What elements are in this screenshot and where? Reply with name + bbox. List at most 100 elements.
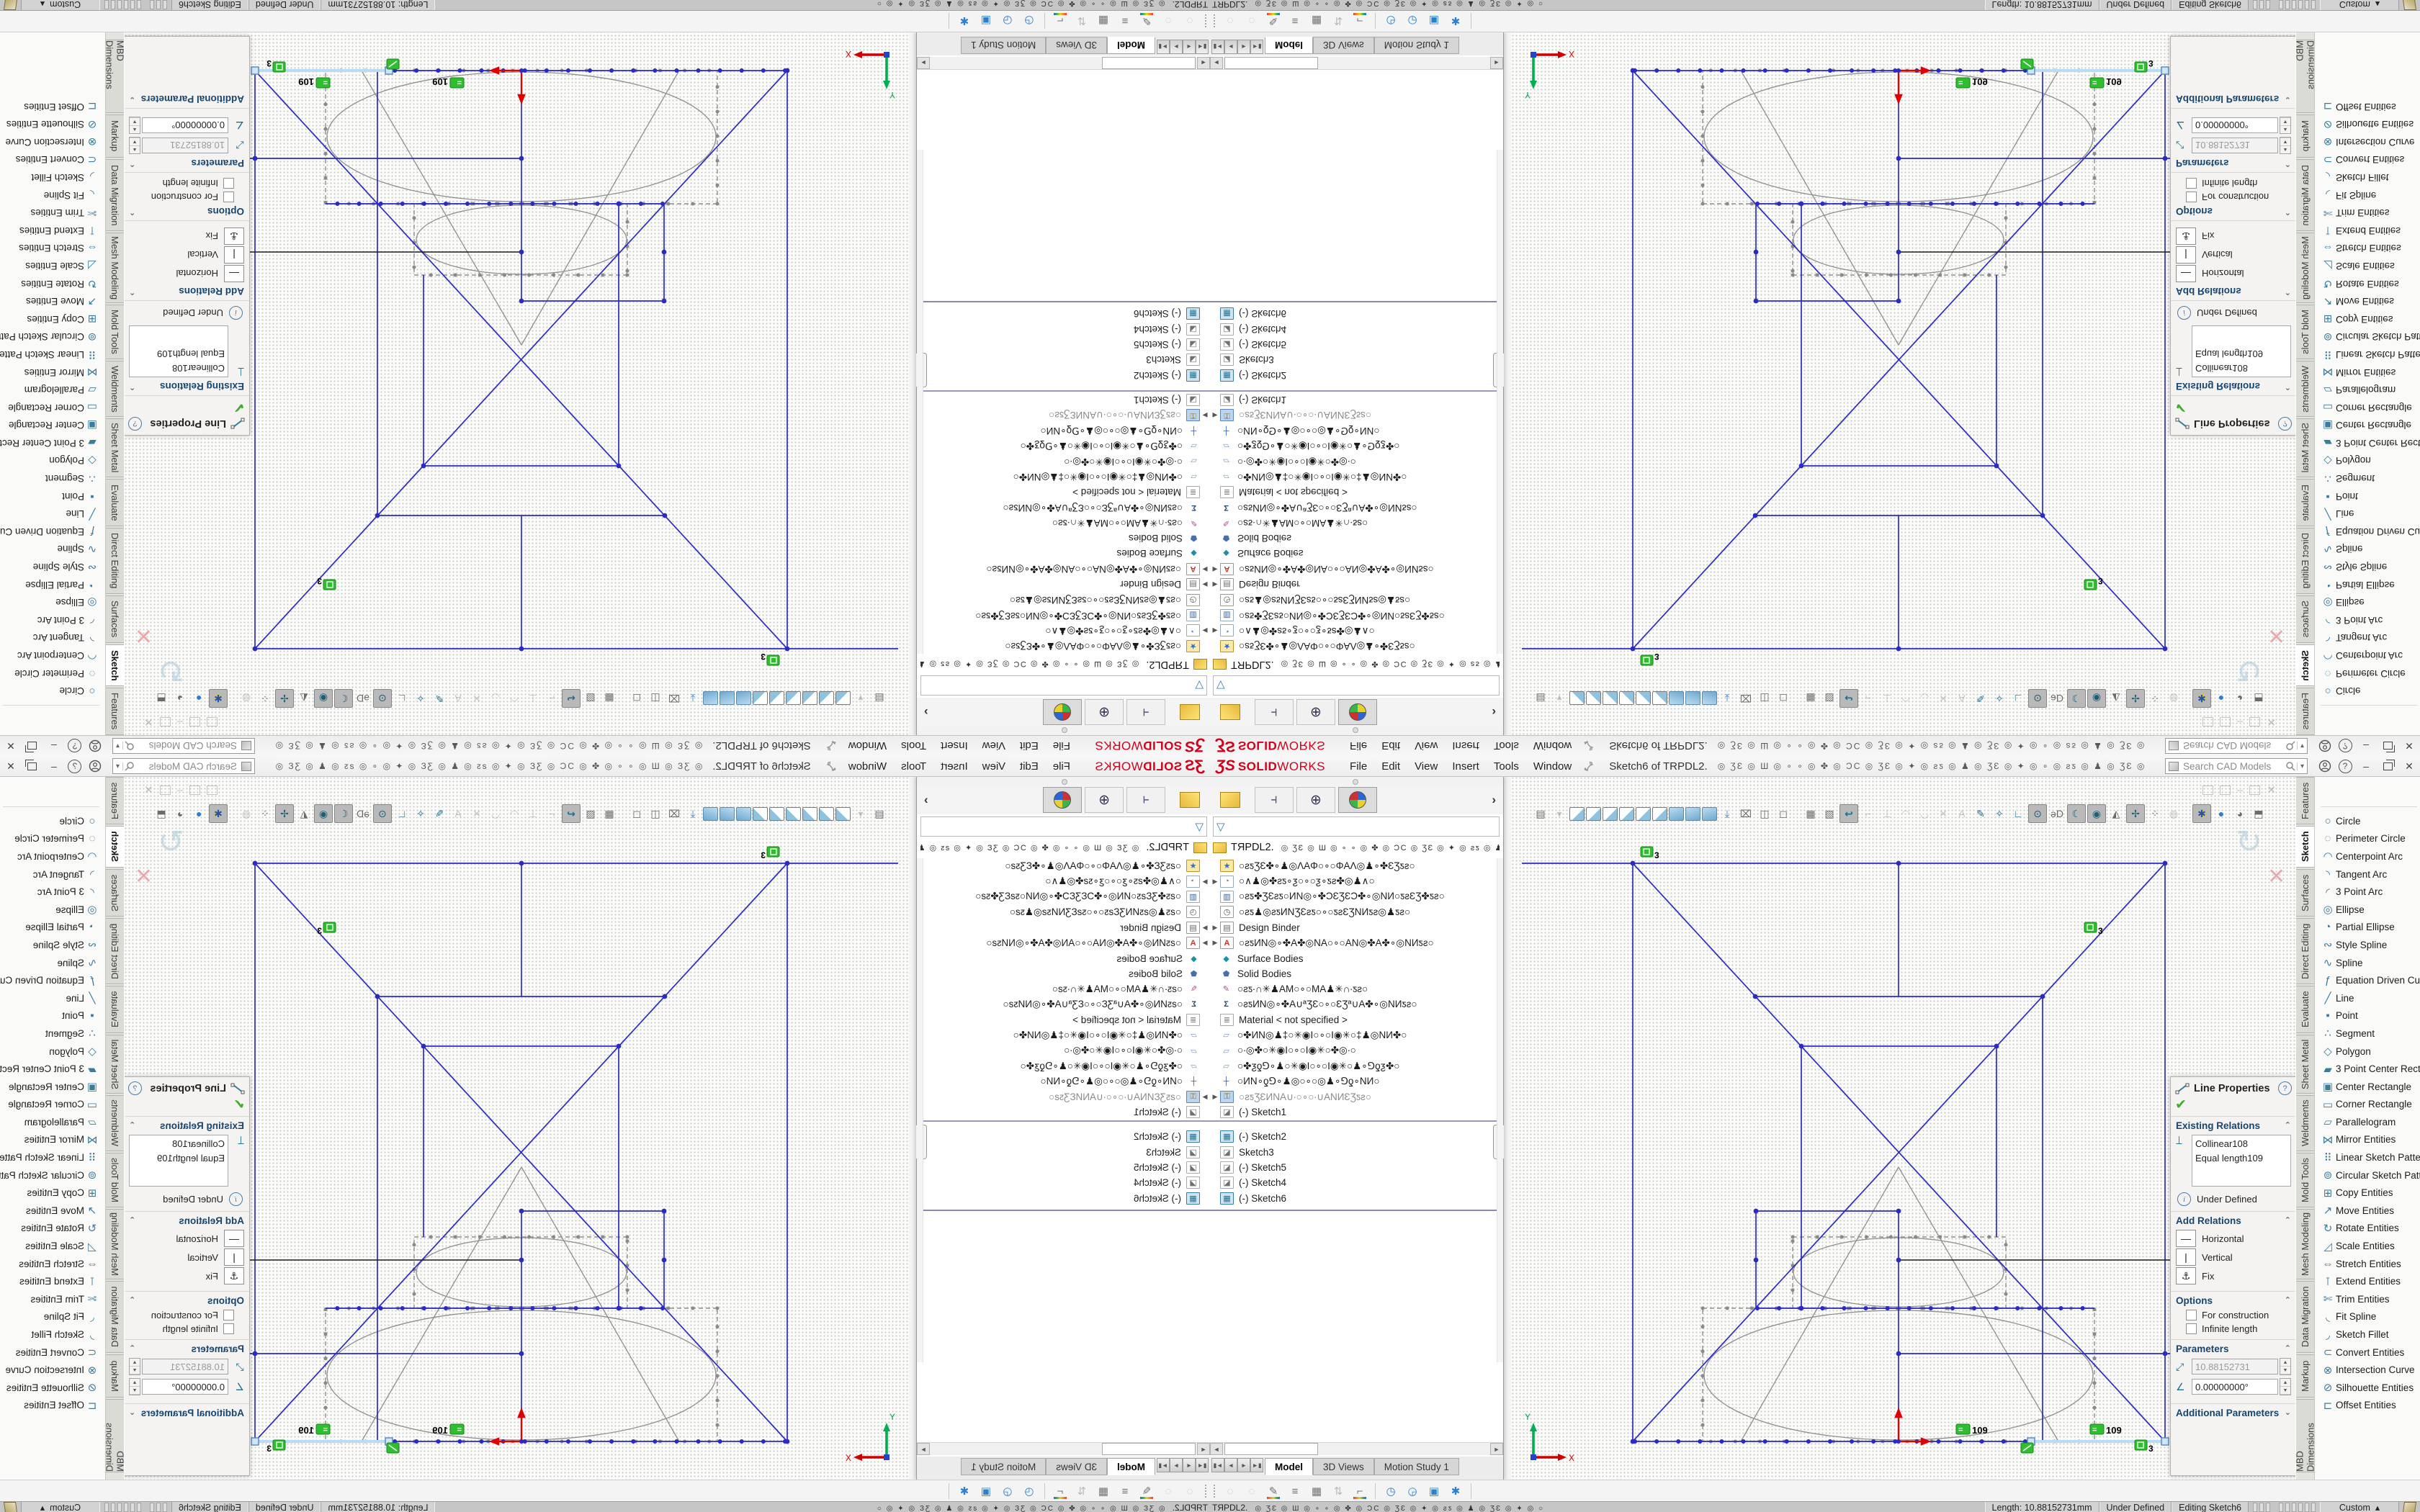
tool-style-spline[interactable]: ∾ Style Spline xyxy=(0,558,105,576)
view-isometric-cube-icon[interactable] xyxy=(1669,806,1684,821)
tree-filter-input[interactable]: ▽ xyxy=(920,675,1207,696)
tool-linear-sketch-pattern[interactable]: ⠿ Linear Sketch Pattern xyxy=(2315,346,2420,364)
sphere-blue-icon[interactable]: ● xyxy=(2218,693,2225,704)
grid-icon[interactable]: ⁘ xyxy=(261,807,269,819)
menu-view[interactable]: View xyxy=(982,739,1005,752)
menu-tools[interactable]: Tools xyxy=(1493,760,1519,773)
tool-extend-entities[interactable]: ⊺ Extend Entities xyxy=(0,222,105,240)
tree-item-origin[interactable]: ┼ ○ИΝ∘ƍ⅁∘♟◎○∘○◎♟∘⅁ƍ∘ΝИ○ xyxy=(1210,423,1503,438)
tool-perimeter-circle[interactable]: ◌ Perimeter Circle xyxy=(0,830,105,848)
tool-line[interactable]: ╱ Line xyxy=(0,505,105,523)
doc-tab-model[interactable]: Model xyxy=(1265,37,1313,54)
tool-style-spline[interactable]: ∾ Style Spline xyxy=(2315,936,2420,954)
appearances-tab[interactable] xyxy=(1043,699,1082,725)
sphere-blue-icon[interactable]: ● xyxy=(195,693,202,704)
expand-arrow-icon[interactable]: ▶ xyxy=(1212,565,1218,573)
tool-centerpoint-arc[interactable]: ◠ Centerpoint Arc xyxy=(2315,647,2420,665)
3d-drawing-view-icon[interactable]: ǝD xyxy=(357,808,369,819)
curve-visibility-icon[interactable]: ☾ xyxy=(2067,804,2086,823)
restore-button[interactable] xyxy=(22,758,43,774)
cube-gray-icon[interactable]: ⬒ xyxy=(2254,807,2264,819)
tree-item-locked-folder[interactable]: ▶ ⚿ ○ƨƽƷƐИΝA∪∙○∘○∙∪AΝИƐƷƽƨ○ xyxy=(917,408,1210,423)
tool-3-point-center-rectangle[interactable]: ▰ 3 Point Center Recta... xyxy=(2315,1060,2420,1078)
tool-move-entities[interactable]: ↗ Move Entities xyxy=(2315,1202,2420,1220)
vcr-button-3[interactable]: ►▮ xyxy=(1157,40,1170,54)
tab-features[interactable]: Features xyxy=(2296,688,2315,735)
orbit-icon[interactable]: ◍ xyxy=(2169,807,2179,819)
view-top-cube-icon[interactable] xyxy=(1636,691,1651,706)
gear-icon[interactable]: ✱ xyxy=(1451,14,1461,27)
horizontal-relation-button[interactable]: — xyxy=(2176,265,2196,282)
featuremanager-tree-tab[interactable] xyxy=(1168,699,1207,725)
menu-edit[interactable]: Edit xyxy=(1381,760,1401,773)
doc-tab-model[interactable]: Model xyxy=(1107,1458,1155,1475)
panel-drag-handle[interactable] xyxy=(1210,726,1503,736)
tool-equation-driven-curve[interactable]: ƒ Equation Driven Curve xyxy=(0,971,105,989)
collapse-chevron-icon[interactable]: ⌃ xyxy=(129,1121,136,1130)
tool-3-point-center-rectangle[interactable]: ▰ 3 Point Center Recta... xyxy=(0,1060,105,1078)
angle-spinner[interactable]: ▲ ▼ xyxy=(129,1378,140,1395)
tree-item-equations[interactable]: Σ ○ƨƽИΝ◎∘✤A∪ªƷƐ○∘○ƐƷª∪A✤∘◎ΝИƽƨ○ xyxy=(1210,500,1503,515)
tree-item-sketch1[interactable]: ◪ (-) Sketch1 xyxy=(1210,1104,1503,1120)
tool-fit-spline[interactable]: ◟ Fit Spline xyxy=(2315,186,2420,204)
tree-item-top-plane[interactable]: ▱ ○∙◎✤○✳◉I○∘○I◉✳○✤◎∙○ xyxy=(917,454,1210,469)
expand-arrow-icon[interactable]: ▶ xyxy=(1212,877,1218,885)
annotation-pen-icon[interactable]: ✎ xyxy=(1264,12,1283,30)
collapse-chevron-icon[interactable]: ⌃ xyxy=(2284,1296,2291,1305)
reorder-icon[interactable]: ⇅ xyxy=(1077,1485,1087,1498)
orbit-icon[interactable]: ◍ xyxy=(241,807,251,819)
tool-parallelogram[interactable]: ▱ Parallelogram xyxy=(0,381,105,399)
vcr-button-3[interactable]: ►▮ xyxy=(1250,40,1263,54)
tab-sheet-metal[interactable]: Sheet Metal xyxy=(105,1035,124,1094)
cube-gray-icon[interactable]: ⬒ xyxy=(156,693,166,705)
view-left-cube-icon[interactable] xyxy=(802,691,817,706)
flyout-caret-icon[interactable]: ▾ xyxy=(858,693,864,705)
exit-sketch-icon[interactable]: ↩ xyxy=(1839,689,1858,708)
scroll-left-icon[interactable]: ◄ xyxy=(1197,57,1210,69)
grid-table-icon[interactable]: ▦ xyxy=(1098,1485,1109,1498)
fix-relation-button[interactable]: ⚓ xyxy=(2176,1267,2196,1284)
render-tools-icon[interactable]: ✱ xyxy=(2192,689,2211,708)
scroll-right-icon[interactable]: ► xyxy=(1490,1443,1503,1455)
scrollbar-thumb[interactable] xyxy=(1224,57,1318,69)
tab-mold-tools[interactable]: Mold Tools xyxy=(105,305,124,359)
new-view-icon[interactable]: ▤ xyxy=(874,693,884,705)
scroll-right-icon[interactable]: ► xyxy=(1490,57,1503,69)
tree-item-top-plane[interactable]: ▱ ○∙◎✤○✳◉I○∘○I◉✳○✤◎∙○ xyxy=(917,1043,1210,1058)
tree-item-selection[interactable]: ▥ ○ƨƽ✤ƷƐƨƽ○ИΝ◎∘✤ƆƐƷƐƆ✤∘◎ΝИ○ƽƨƐƷ✤ƽƨ○ xyxy=(917,608,1210,623)
featuremanager-tree-tab[interactable] xyxy=(1168,787,1207,813)
tool-circular-sketch-pattern[interactable]: ⊚Circular Sketch Pattern xyxy=(2315,1166,2420,1184)
hide-bodies-icon[interactable]: ◌ xyxy=(1165,1485,1172,1498)
tree-item-front-plane[interactable]: ▱ ○✤ИΝ◎♟‡○✳◉I○∘○I◉✳○‡♟◎ΝИ✤○ xyxy=(917,469,1210,484)
doc-tab-3d-views[interactable]: 3D Views xyxy=(1313,37,1374,54)
3d-drawing-view-icon[interactable]: ǝD xyxy=(2051,808,2063,819)
relations-list[interactable]: Collinear108 Equal length109 xyxy=(2192,1135,2291,1187)
tool-circular-sketch-pattern[interactable]: ⊚Circular Sketch Pattern xyxy=(0,328,105,346)
tool-silhouette-entities[interactable]: ⊘ Silhouette Entities xyxy=(0,1379,105,1397)
expand-arrow-icon[interactable]: ▶ xyxy=(1212,1093,1218,1101)
account-icon[interactable] xyxy=(2316,738,2334,754)
sphere-gray-icon[interactable]: ◕ xyxy=(2236,693,2244,704)
tool-mirror-entities[interactable]: ⋈ Mirror Entities xyxy=(0,364,105,382)
normal-to-icon[interactable]: ⤓ xyxy=(1724,693,1730,705)
rollback-bar[interactable] xyxy=(1210,1210,1503,1211)
move-visibility-icon[interactable]: ✢ xyxy=(275,804,294,823)
tool-offset-entities[interactable]: ⊏ Offset Entities xyxy=(2315,98,2420,116)
tool-tangent-arc[interactable]: ◝ Tangent Arc xyxy=(0,629,105,647)
tree-item-equations[interactable]: Σ ○ƨƽИΝ◎∘✤A∪ªƷƐ○∘○ƐƷª∪A✤∘◎ΝИƽƨ○ xyxy=(917,997,1210,1012)
delete-ghost-icon[interactable]: ✕ xyxy=(472,807,481,819)
view-left-cube-icon[interactable] xyxy=(1603,806,1618,821)
tab-mold-tools[interactable]: Mold Tools xyxy=(105,1153,124,1207)
tree-item-sketch4[interactable]: ◪ (-) Sketch4 xyxy=(917,1175,1210,1190)
angle-input[interactable]: 0.00000000° xyxy=(2192,1379,2278,1395)
normal-to-icon[interactable]: ⤓ xyxy=(690,807,696,819)
tree-item-sketch6[interactable]: ▦ (-) Sketch6 xyxy=(1210,1191,1503,1206)
tree-item-locked-folder[interactable]: ▶ ⚿ ○ƨƽƷƐИΝA∪∙○∘○∙∪AΝИƐƷƽƨ○ xyxy=(1210,408,1503,423)
tree-item-sketch6[interactable]: ▦ (-) Sketch6 xyxy=(917,1191,1210,1206)
expand-arrow-icon[interactable]: ▶ xyxy=(1202,877,1208,885)
layer-list-icon[interactable]: ≡ xyxy=(1121,14,1129,27)
tool-convert-entities[interactable]: ⊂ Convert Entities xyxy=(2315,151,2420,169)
expand-arrow-icon[interactable]: ▶ xyxy=(1212,627,1218,635)
tool-rotate-entities[interactable]: ↻ Rotate Entities xyxy=(2315,275,2420,293)
search-input[interactable]: Search CAD Models ▾ xyxy=(112,758,255,774)
